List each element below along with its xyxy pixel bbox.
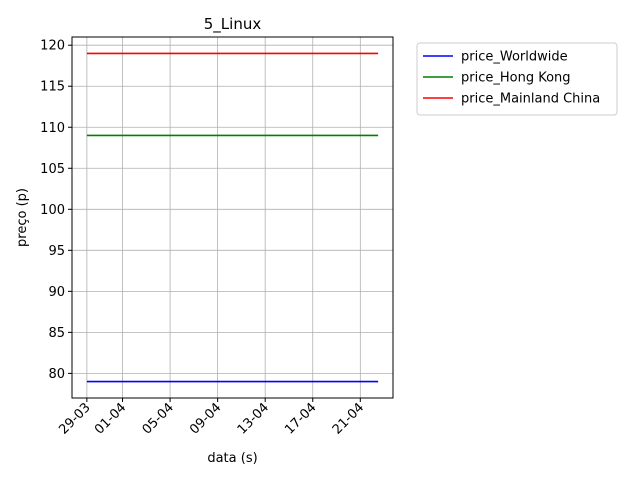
series-lines xyxy=(86,52,379,383)
x-axis-label: data (s) xyxy=(207,451,257,466)
legend-label: price_Worldwide xyxy=(461,50,568,65)
y-tick-label: 100 xyxy=(40,203,65,218)
grid xyxy=(72,37,393,398)
legend-frame xyxy=(416,42,618,116)
y-tick-label: 115 xyxy=(40,80,65,95)
y-tick-label: 105 xyxy=(40,162,65,177)
y-tick-label: 90 xyxy=(48,285,65,300)
y-tick-label: 85 xyxy=(48,326,65,341)
y-tick-label: 110 xyxy=(40,121,65,136)
legend-label: price_Hong Kong xyxy=(461,71,571,86)
y-axis: 80 85 90 95 100 105 110 115 120 xyxy=(40,39,72,382)
y-tick-label: 120 xyxy=(40,39,65,54)
y-axis-label: preço (p) xyxy=(15,188,30,247)
plot-frame xyxy=(71,36,394,399)
y-tick-label: 80 xyxy=(48,367,65,382)
legend-label: price_Mainland China xyxy=(461,92,600,107)
y-tick-label: 95 xyxy=(48,244,65,259)
chart-title: 5_Linux xyxy=(204,15,262,34)
legend: price_Worldwide price_Hong Kong price_Main… xyxy=(416,42,618,116)
